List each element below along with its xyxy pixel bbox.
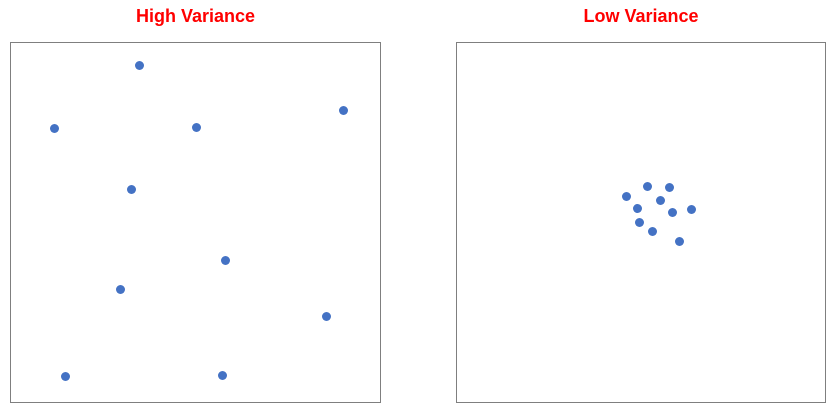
data-point [674,236,684,246]
data-point [49,123,59,133]
data-point [134,60,144,70]
chart-title-high-variance: High Variance [135,6,256,26]
high-variance-plot-area [10,42,381,403]
data-point [321,311,331,321]
data-point [634,217,644,227]
data-point [642,181,652,191]
data-point [338,105,348,115]
data-point [126,184,136,194]
data-point [220,255,230,265]
low-variance-plot-area [456,42,826,403]
data-point [191,122,201,132]
data-point [655,195,665,205]
data-point [217,370,227,380]
data-point [115,284,125,294]
data-point [664,182,674,192]
chart-title-low-variance: Low Variance [583,6,699,26]
low-variance-figure: Low Variance [456,4,826,403]
data-point [60,371,70,381]
high-variance-figure: High Variance [10,4,381,403]
data-point [632,203,642,213]
data-point [647,226,657,236]
data-point [686,204,696,214]
data-point [621,191,631,201]
data-point [667,207,677,217]
